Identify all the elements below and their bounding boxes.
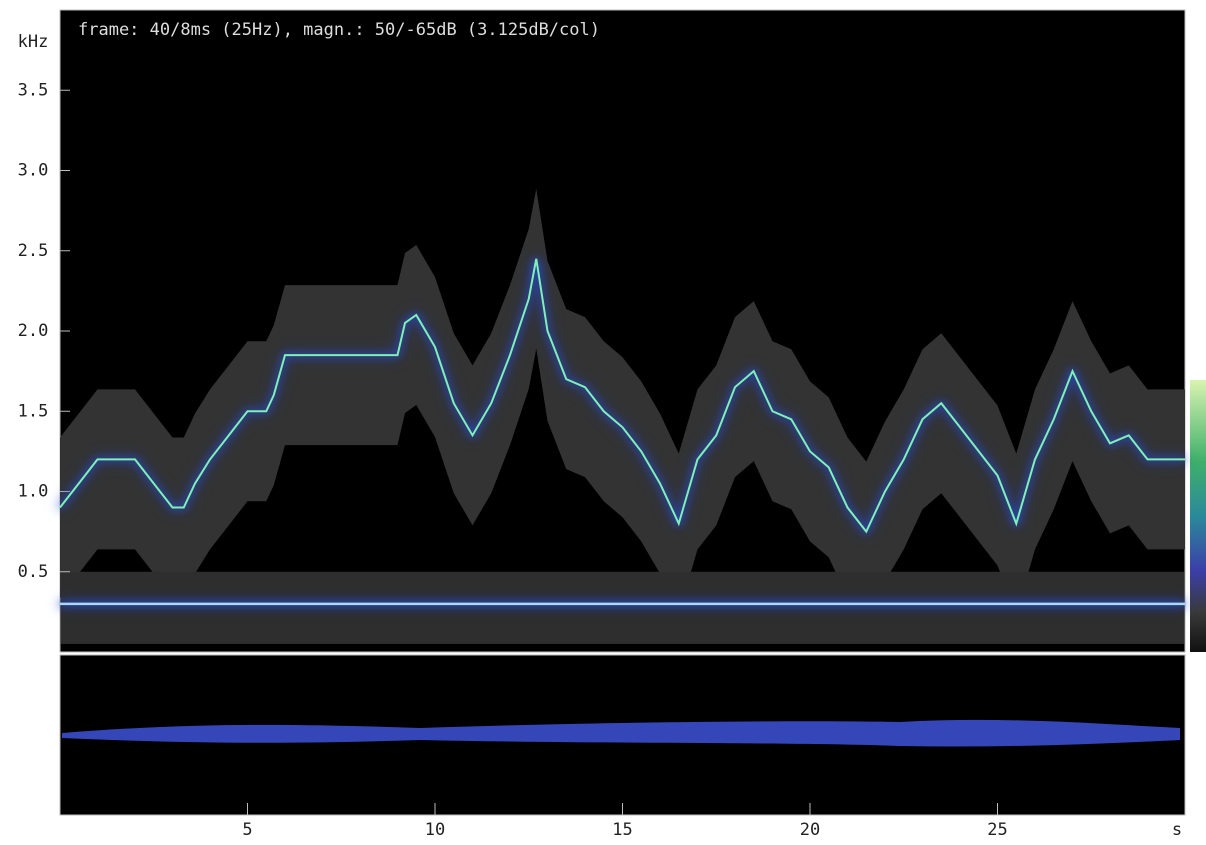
y-tick-label: 3.0	[18, 161, 49, 181]
header: frame: 40/8ms (25Hz), magn.: 50/-65dB (3…	[78, 20, 600, 40]
x-tick-label: 10	[425, 820, 445, 840]
y-tick-label: 0.5	[18, 562, 49, 582]
energy-envelope	[60, 188, 1185, 622]
noise-band	[61, 571, 1184, 644]
x-tick-label: 15	[612, 820, 632, 840]
contour	[59, 258, 1185, 534]
y-unit: kHz	[18, 32, 49, 52]
color-scale	[1190, 380, 1206, 652]
x-unit: s	[1172, 820, 1182, 840]
y-tick-label: 2.5	[18, 241, 49, 261]
y-tick-label: 3.5	[18, 80, 49, 100]
x-tick-label: 5	[242, 820, 252, 840]
waveform	[62, 719, 1180, 747]
y-tick-label: 1.0	[18, 482, 49, 502]
y-tick-label: 2.0	[18, 321, 49, 341]
x-tick-label: 25	[987, 820, 1007, 840]
x-tick-label: 20	[800, 820, 820, 840]
y-tick-label: 1.5	[18, 401, 49, 421]
